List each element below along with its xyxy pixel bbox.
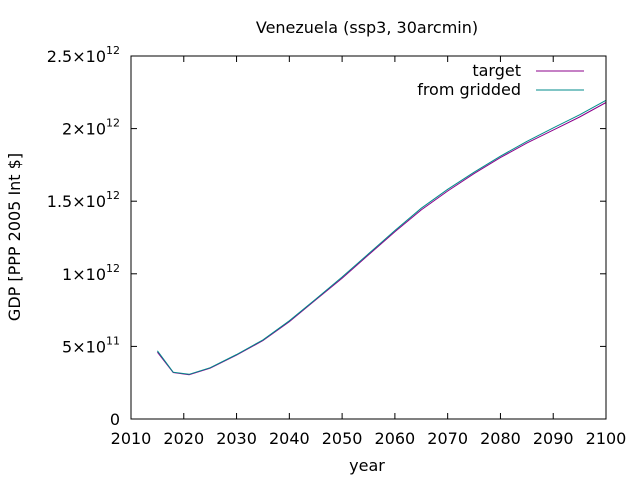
y-tick-label: 1×1012 [62,262,120,284]
x-tick-label: 2080 [480,429,521,448]
y-tick-label: 2.5×1012 [47,44,120,66]
x-axis-label: year [349,456,385,475]
x-tick-label: 2060 [375,429,416,448]
series-line-2 [156,99,607,375]
legend-label: from gridded [417,80,521,99]
y-tick-exponent: 11 [106,334,120,347]
legend-label: target [472,61,521,80]
plot-frame [130,55,607,420]
x-tick-label: 2020 [163,429,204,448]
x-tick-label: 2070 [427,429,468,448]
chart-title: Venezuela (ssp3, 30arcmin) [256,18,478,37]
y-tick-exponent: 12 [106,262,120,275]
y-tick-exponent: 12 [106,189,120,202]
series-lines [156,99,607,376]
y-axis-label: GDP [PPP 2005 Int $] [5,153,24,321]
series-line-1 [157,102,607,376]
x-tick-label: 2030 [216,429,257,448]
y-tick-exponent: 12 [106,44,120,57]
x-tick-label: 2040 [269,429,310,448]
y-tick-label: 0 [110,410,120,429]
x-tick-label: 2010 [111,429,152,448]
y-tick-label: 2×1012 [62,117,120,139]
x-tick-label: 2090 [533,429,574,448]
y-tick-label: 5×1011 [62,334,120,356]
y-tick-label: 1.5×1012 [47,189,120,211]
y-tick-exponent: 12 [106,117,120,130]
axis-ticks: 2010 2020 2030 2040 2050 2060 2070 2080 2090 2100… [47,44,627,448]
x-tick-label: 2050 [322,429,363,448]
x-tick-label: 2100 [586,429,627,448]
